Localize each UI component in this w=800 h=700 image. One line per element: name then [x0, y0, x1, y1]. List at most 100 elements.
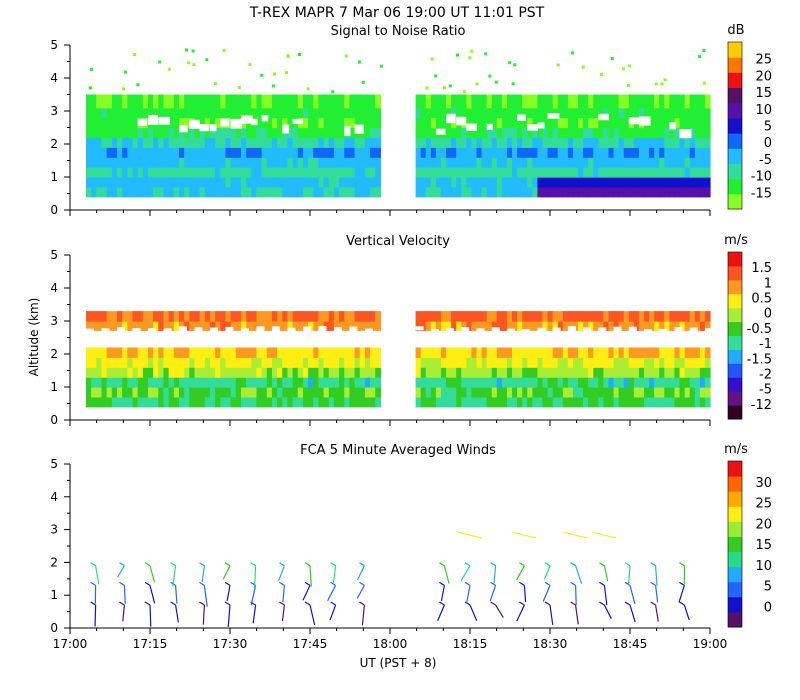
- heatmap-cell: [204, 127, 211, 138]
- colorbar-swatch: [728, 581, 742, 598]
- heatmap-cell: [638, 396, 645, 408]
- heatmap-cell: [96, 311, 103, 322]
- heatmap-cell: [699, 396, 706, 408]
- heatmap-cell: [420, 157, 427, 168]
- heatmap-cell: [481, 157, 488, 168]
- heatmap-cell: [137, 94, 144, 109]
- y-tick-label: 1: [50, 380, 58, 394]
- heatmap-cell: [679, 347, 686, 358]
- heatmap-cell: [168, 367, 175, 378]
- heatmap-cell: [106, 94, 113, 109]
- heatmap-cell: [220, 177, 227, 188]
- heatmap-cell: [608, 377, 615, 388]
- heatmap-cell: [333, 127, 340, 138]
- heatmap-cell: [435, 321, 442, 332]
- no-data-gap: [583, 327, 592, 333]
- wind-barb: [95, 565, 100, 585]
- heatmap-cell: [440, 311, 447, 322]
- heatmap-cell: [132, 94, 139, 109]
- no-data-gap: [251, 118, 258, 126]
- x-tick-label: 18:30: [533, 637, 568, 651]
- heatmap-cell: [613, 347, 620, 358]
- heatmap-cell: [699, 94, 706, 109]
- heatmap-cell: [578, 107, 584, 119]
- heatmap-cell: [649, 311, 655, 322]
- heatmap-cell: [613, 94, 620, 109]
- heatmap-cell: [339, 377, 345, 388]
- wind-barb-flag: [570, 601, 576, 606]
- wind-barb-flag: [279, 581, 285, 586]
- wind-barb: [443, 565, 450, 584]
- heatmap-cell: [501, 157, 508, 168]
- heatmap-cell: [517, 157, 523, 168]
- heatmap-cell: [287, 94, 294, 109]
- heatmap-cell: [583, 167, 589, 178]
- heatmap-cell: [486, 107, 493, 119]
- heatmap-cell: [215, 357, 221, 368]
- heatmap-cell: [375, 167, 381, 178]
- heatmap-cell: [122, 387, 128, 398]
- heatmap-cell: [512, 186, 518, 198]
- heatmap-cell: [256, 117, 263, 129]
- heatmap-cell: [354, 107, 361, 119]
- heatmap-cell: [644, 137, 650, 148]
- wind-barb: [629, 604, 636, 623]
- heatmap-cell: [168, 347, 175, 358]
- no-data-gap: [628, 117, 640, 125]
- speckle: [187, 61, 191, 65]
- heatmap-cell: [91, 396, 97, 408]
- heatmap-cell: [491, 396, 498, 408]
- heatmap-cell: [297, 347, 304, 358]
- heatmap-cell: [613, 137, 620, 148]
- no-data-gap: [86, 330, 381, 348]
- heatmap-cell: [638, 147, 645, 158]
- heatmap-cell: [456, 107, 462, 119]
- heatmap-cell: [266, 357, 273, 368]
- heatmap-cell: [333, 321, 340, 332]
- wind-barb-flag: [624, 562, 631, 567]
- heatmap-cell: [96, 186, 103, 198]
- wind-barb: [278, 565, 285, 581]
- heatmap-cell: [354, 137, 361, 148]
- heatmap-cell: [451, 321, 457, 332]
- heatmap-cell: [277, 147, 283, 158]
- heatmap-cell: [588, 137, 594, 148]
- heatmap-cell: [486, 387, 493, 398]
- heatmap-cell: [430, 396, 437, 408]
- heatmap-cell: [583, 137, 589, 148]
- heatmap-cell: [694, 311, 701, 322]
- speckle: [475, 82, 479, 86]
- wind-barb-flag: [304, 581, 311, 586]
- no-data-gap: [644, 329, 653, 339]
- wind-barb: [309, 565, 312, 587]
- heatmap-cell: [704, 387, 711, 398]
- heatmap-cell: [251, 177, 258, 188]
- heatmap-cell: [328, 367, 335, 378]
- heatmap-cell: [593, 186, 599, 198]
- heatmap-cell: [593, 321, 599, 332]
- heatmap-cell: [122, 147, 128, 158]
- heatmap-cell: [476, 117, 483, 129]
- heatmap-cell: [435, 177, 442, 188]
- heatmap-cell: [512, 167, 518, 178]
- heatmap-cell: [679, 396, 686, 408]
- heatmap-cell: [308, 167, 314, 178]
- heatmap-cell: [137, 167, 144, 178]
- heatmap-cell: [699, 147, 706, 158]
- heatmap-cell: [532, 137, 539, 148]
- heatmap-cell: [578, 387, 584, 398]
- speckle: [448, 84, 452, 88]
- heatmap-cell: [618, 94, 625, 109]
- heatmap-cell: [659, 186, 665, 198]
- heatmap-cell: [230, 167, 237, 178]
- heatmap-cell: [282, 311, 289, 322]
- heatmap-cell: [659, 387, 665, 398]
- heatmap-cell: [308, 177, 314, 188]
- y-tick-label: 1: [50, 170, 58, 184]
- no-data-gap: [537, 122, 545, 129]
- heatmap-cell: [674, 157, 681, 168]
- colorbar-unit: m/s: [724, 233, 748, 248]
- wind-barb: [149, 605, 152, 627]
- heatmap-cell: [532, 367, 539, 378]
- heatmap-cell: [349, 357, 356, 368]
